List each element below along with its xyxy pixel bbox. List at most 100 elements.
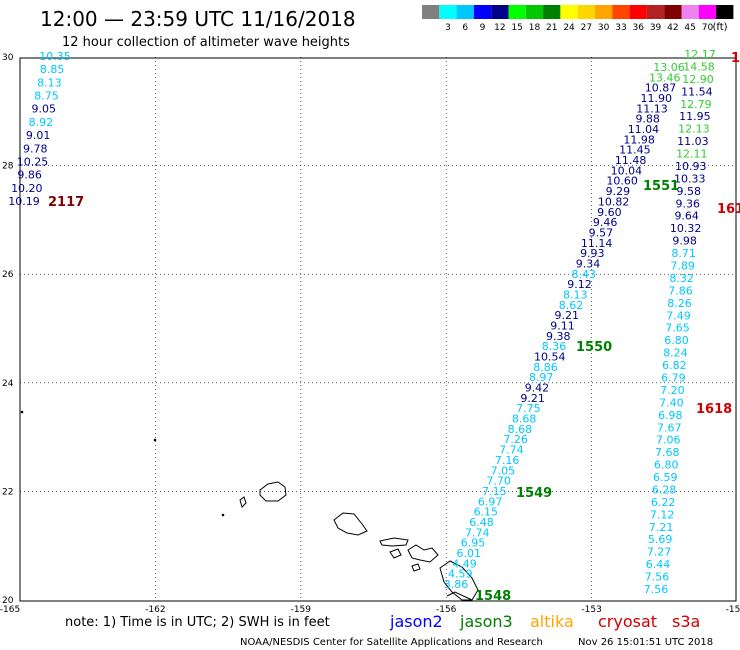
island-dot — [20, 410, 24, 414]
lat-tick-label: 28 — [2, 162, 14, 172]
track-value-label: 10.82 — [598, 195, 630, 208]
island-hawaii — [439, 560, 479, 601]
track-value-label: 7.26 — [503, 433, 528, 446]
island-kauai — [259, 481, 287, 502]
track-value-label: 11.45 — [619, 144, 651, 157]
lat-tick-label: 20 — [2, 596, 14, 606]
track-value-label: 7.49 — [666, 309, 691, 322]
legend-swatch — [560, 5, 578, 19]
axis-tick-labels: -165 -162 -159 -156 -153 -15 30 28 26 24 22 20 — [0, 53, 740, 615]
track-value-label: 6.44 — [646, 558, 671, 571]
track-value-label: 3.86 — [444, 578, 469, 591]
legend-swatch — [456, 5, 474, 19]
legend-label: 12 — [494, 23, 505, 33]
track-value-label: 7.20 — [660, 384, 685, 397]
lat-tick-label: 30 — [2, 53, 14, 63]
track-value-label: 7.05 — [491, 464, 516, 477]
track-value-label: 9.98 — [672, 235, 697, 248]
track-value-label: 9.60 — [597, 206, 622, 219]
track-value-label: 6.15 — [474, 506, 499, 519]
track-value-label: 8.85 — [40, 63, 65, 76]
track-value-label: 8.24 — [663, 347, 688, 360]
track-value-label: 7.16 — [495, 454, 520, 467]
track-value-label: 7.40 — [659, 396, 684, 409]
track-value-label: 5.69 — [648, 533, 673, 546]
track-value-label: 6.22 — [651, 496, 676, 509]
track-value-label: 7.86 — [668, 284, 693, 297]
lon-tick-label: -159 — [291, 605, 312, 615]
track-value-label: 11.48 — [615, 154, 647, 167]
track-value-label: 10.93 — [675, 160, 707, 173]
lon-tick-label: -15 — [726, 605, 740, 615]
track-value-label: 7.56 — [645, 571, 670, 584]
track-value-label: 13.46 — [649, 71, 681, 84]
track-value-label: 7.67 — [657, 421, 682, 434]
track-value-label: 6.79 — [661, 371, 686, 384]
track-value-label: 9.93 — [580, 247, 605, 260]
track-value-label: 10.04 — [611, 164, 643, 177]
legend-label: 9 — [480, 23, 486, 33]
track-value-label: 8.43 — [572, 268, 597, 281]
legend-label: 21 — [546, 23, 557, 33]
track-value-label: 8.68 — [508, 423, 533, 436]
track-value-label: 9.57 — [589, 226, 614, 239]
track-value-label: 9.58 — [676, 185, 701, 198]
legend-swatch — [681, 5, 699, 19]
track-value-label: 7.74 — [499, 444, 524, 457]
legend-unit-label: (ft) — [712, 22, 727, 33]
track-value-label: 8.97 — [529, 371, 554, 384]
track-value-label: 8.75 — [34, 90, 59, 103]
legend-swatch — [508, 5, 526, 19]
track-value-label: 10.87 — [645, 82, 677, 95]
legend-label: 3 — [445, 23, 451, 33]
legend-swatch — [595, 5, 613, 19]
track-value-label: 10.32 — [670, 222, 702, 235]
island-dot — [153, 438, 157, 442]
lon-tick-label: -156 — [436, 605, 457, 615]
lat-tick-label: 26 — [2, 270, 14, 280]
track-value-label: 8.26 — [667, 297, 692, 310]
legend-label: 6 — [462, 23, 468, 33]
legend-swatch — [646, 5, 665, 19]
track-value-label: 6.59 — [653, 471, 678, 484]
track-value-label: 7.56 — [644, 583, 669, 596]
track-value-label: 12.90 — [682, 73, 714, 86]
track-value-label: 11.54 — [681, 85, 713, 98]
page-subtitle: 12 hour collection of altimeter wave hei… — [62, 35, 350, 50]
island-oahu — [333, 512, 368, 536]
footer-timestamp: Nov 26 15:01:51 UTC 2018 — [578, 637, 713, 648]
map-frame — [19, 57, 737, 602]
track-value-label: 7.06 — [656, 434, 681, 447]
track-value-label: 6.01 — [457, 547, 482, 560]
lat-tick-label: 24 — [2, 379, 14, 389]
legend-swatch — [577, 5, 595, 19]
track-value-label: 9.36 — [675, 197, 700, 210]
track-value-label: 9.11 — [550, 320, 575, 333]
hawaii-islands — [20, 410, 479, 601]
track-value-label: 6.95 — [461, 537, 486, 550]
track-value-label: 8.71 — [671, 247, 696, 260]
track-value-label: 9.38 — [546, 330, 571, 343]
track-value-label: 9.12 — [567, 278, 592, 291]
island-dot — [221, 513, 225, 517]
legend-swatch — [491, 5, 509, 19]
track-value-label: 9.21 — [520, 392, 545, 405]
legend-swatch — [543, 5, 561, 19]
track-value-label: 12.11 — [676, 148, 708, 161]
track-value-label: 10.20 — [11, 182, 43, 195]
pass-time-label: 1618 — [696, 402, 732, 417]
pass-time-label: 1 — [731, 51, 740, 66]
track-value-label: 7.68 — [655, 446, 680, 459]
track-value-label: 6.82 — [662, 359, 687, 372]
pass-time-label: 2117 — [48, 195, 84, 210]
legend-label: 70 — [702, 23, 714, 33]
island-lanai — [389, 548, 402, 559]
track-value-label: 9.88 — [635, 113, 660, 126]
track-value-label: 11.03 — [677, 135, 709, 148]
track-value-label: 8.36 — [542, 340, 567, 353]
track-value-label: 10.54 — [534, 351, 566, 364]
legend-swatch — [698, 5, 717, 19]
track-value-label: 12.79 — [680, 98, 712, 111]
track-value-label: 6.48 — [469, 516, 494, 529]
legend-label: 27 — [581, 23, 592, 33]
